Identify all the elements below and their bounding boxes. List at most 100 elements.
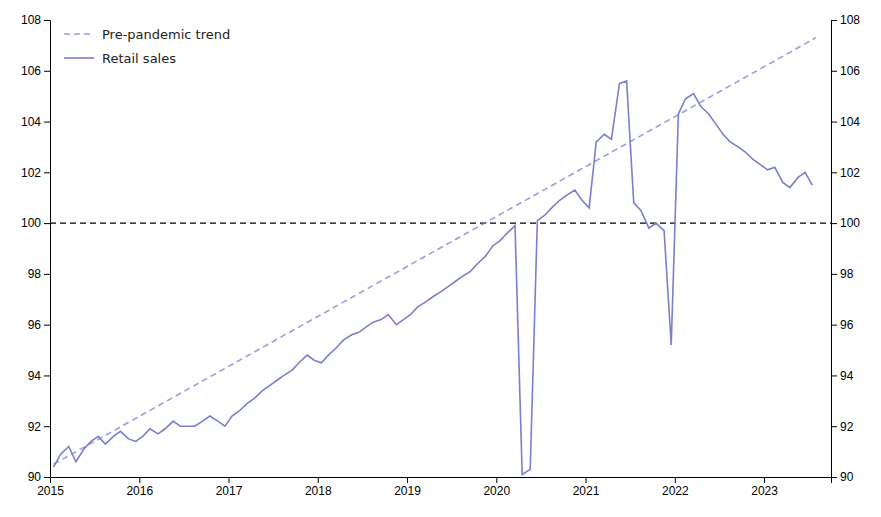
- tick-mark: [831, 223, 837, 224]
- tick: 96: [831, 318, 854, 332]
- plot: 2015 2016 2017 2018 2019 2020 2021 2022 2023 90 92…: [21, 13, 860, 497]
- tick: 104: [21, 115, 50, 129]
- tick-mark: [229, 477, 230, 483]
- tick-mark: [44, 477, 50, 478]
- tick: 2019: [394, 477, 421, 498]
- tick: 2017: [216, 477, 243, 498]
- reference-line: [50, 222, 831, 223]
- tick-label: 106: [840, 64, 860, 78]
- tick-mark: [831, 325, 837, 326]
- tick: 2015: [37, 477, 64, 498]
- tick-label: 90: [840, 470, 854, 484]
- tick-label: 104: [21, 115, 41, 129]
- tick-mark: [675, 477, 676, 483]
- legend-swatch: [64, 57, 94, 59]
- tick: 102: [831, 166, 860, 180]
- axis-line: [51, 478, 832, 484]
- tick-label: 96: [840, 318, 854, 332]
- y-axis: 90 92 94 96 98 100 102 104 106 108: [21, 13, 51, 484]
- tick-label: 94: [28, 369, 42, 383]
- tick-mark: [831, 172, 837, 173]
- tick: 2023: [751, 477, 778, 498]
- tick: 90: [831, 470, 854, 484]
- tick-label: 92: [840, 420, 854, 434]
- tick: 106: [21, 64, 50, 78]
- tick-label: 2020: [483, 484, 510, 498]
- tick: 2022: [662, 477, 689, 498]
- tick-label: 90: [28, 470, 42, 484]
- tick-label: 102: [840, 166, 860, 180]
- tick: 100: [831, 216, 860, 230]
- tick-label: 2017: [216, 484, 243, 498]
- series-line: [54, 38, 816, 465]
- tick-label: 102: [21, 166, 41, 180]
- tick-label: 104: [840, 115, 860, 129]
- legend: Pre-pandemic trend Retail sales: [64, 27, 230, 66]
- chart: 2015 2016 2017 2018 2019 2020 2021 2022 2023 90 92…: [0, 0, 881, 517]
- tick: 108: [21, 13, 50, 27]
- tick-label: 108: [840, 13, 860, 27]
- tick-label: 98: [840, 267, 854, 281]
- tick-mark: [407, 477, 408, 483]
- tick: 94: [28, 369, 50, 383]
- tick-label: 96: [28, 318, 42, 332]
- tick-mark: [831, 122, 837, 123]
- tick: 96: [28, 318, 50, 332]
- tick-label: 2018: [305, 484, 332, 498]
- tick: 100: [21, 216, 50, 230]
- tick-label: 98: [28, 267, 42, 281]
- legend-label: Retail sales: [102, 51, 176, 66]
- tick: 2020: [483, 477, 510, 498]
- tick: 106: [831, 64, 860, 78]
- tick-label: 94: [840, 369, 854, 383]
- tick-mark: [831, 20, 837, 21]
- tick-label: 92: [28, 420, 42, 434]
- tick-label: 2021: [573, 484, 600, 498]
- tick-mark: [44, 172, 50, 173]
- tick: 104: [831, 115, 860, 129]
- tick: 92: [831, 420, 854, 434]
- axis-line: [44, 21, 51, 478]
- tick: 94: [831, 369, 854, 383]
- tick-mark: [44, 71, 50, 72]
- axis-line: [832, 21, 838, 478]
- series-line: [54, 81, 813, 475]
- tick: 108: [831, 13, 860, 27]
- tick-mark: [44, 274, 50, 275]
- legend-label: Pre-pandemic trend: [102, 27, 230, 42]
- tick-mark: [831, 375, 837, 376]
- tick-label: 100: [21, 216, 41, 230]
- tick-label: 108: [21, 13, 41, 27]
- tick: 92: [28, 420, 50, 434]
- tick-mark: [44, 223, 50, 224]
- tick-label: 106: [21, 64, 41, 78]
- tick: 98: [28, 267, 50, 281]
- tick: 2021: [573, 477, 600, 498]
- tick: 2018: [305, 477, 332, 498]
- tick-label: 2023: [751, 484, 778, 498]
- legend-item: Pre-pandemic trend: [64, 27, 230, 42]
- tick: 98: [831, 267, 854, 281]
- tick-mark: [139, 477, 140, 483]
- tick-mark: [764, 477, 765, 483]
- tick-mark: [44, 426, 50, 427]
- tick-mark: [44, 375, 50, 376]
- y2-axis: 90 92 94 96 98 100 102 104 106 108: [831, 13, 860, 484]
- tick-label: 2019: [394, 484, 421, 498]
- tick-label: 2022: [662, 484, 689, 498]
- tick-mark: [831, 71, 837, 72]
- legend-swatch: [64, 33, 94, 35]
- tick-mark: [44, 325, 50, 326]
- tick-label: 2015: [37, 484, 64, 498]
- tick-mark: [831, 477, 837, 478]
- legend-item: Retail sales: [64, 51, 176, 66]
- tick: 2016: [126, 477, 153, 498]
- tick-mark: [831, 426, 837, 427]
- tick-mark: [586, 477, 587, 483]
- tick-label: 100: [840, 216, 860, 230]
- tick-mark: [831, 274, 837, 275]
- tick-mark: [318, 477, 319, 483]
- tick: 90: [28, 470, 50, 484]
- tick-mark: [496, 477, 497, 483]
- tick: 102: [21, 166, 50, 180]
